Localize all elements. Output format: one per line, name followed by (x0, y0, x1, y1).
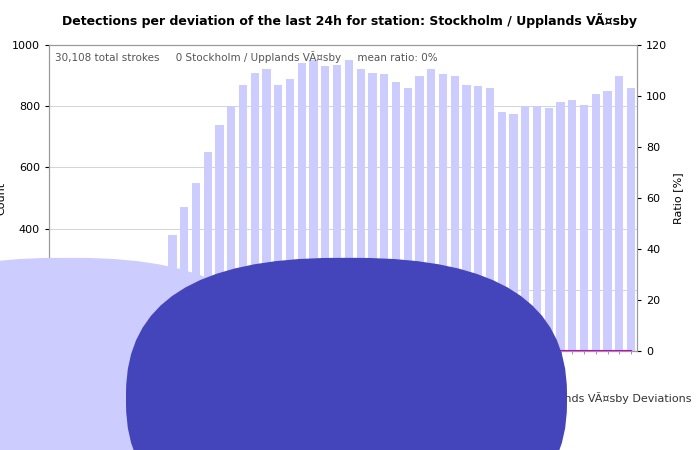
Bar (474, 86, 482, 351)
Bar (216, 125, 223, 351)
Bar (380, 74, 389, 351)
Bar (427, 69, 435, 351)
Bar (451, 76, 458, 351)
Bar (192, 183, 200, 351)
Bar (368, 72, 377, 351)
Bar (74, 350, 83, 351)
Bar (286, 79, 294, 351)
Bar (204, 152, 212, 351)
Bar (545, 108, 553, 351)
Bar (239, 85, 247, 351)
Bar (356, 69, 365, 351)
Bar (262, 69, 271, 351)
Bar (439, 74, 447, 351)
Text: www.lightningmaps.org: www.lightningmaps.org (7, 436, 122, 446)
Bar (404, 88, 412, 351)
Bar (180, 207, 188, 351)
Text: Deviation: Deviation (84, 393, 137, 403)
Text: Percentage station Stockholm / Upplands VÃ¤sby: Percentage station Stockholm / Upplands … (88, 415, 362, 427)
Bar (333, 65, 341, 351)
Bar (510, 114, 517, 351)
Bar (498, 112, 506, 351)
Bar (110, 350, 118, 351)
Bar (309, 60, 318, 351)
Bar (627, 88, 635, 351)
Bar (463, 85, 470, 351)
Y-axis label: Ratio [%]: Ratio [%] (673, 172, 682, 224)
Bar (274, 85, 282, 351)
Bar (228, 106, 235, 351)
Y-axis label: Count: Count (0, 181, 6, 215)
Bar (98, 327, 106, 351)
Bar (321, 67, 330, 351)
Bar (62, 350, 71, 351)
Text: Detections per deviation of the last 24h for station: Stockholm / Upplands VÃ¤sb: Detections per deviation of the last 24h… (62, 14, 638, 28)
Bar (251, 72, 259, 351)
Bar (51, 339, 59, 351)
Bar (486, 88, 494, 351)
Bar (615, 76, 624, 351)
Bar (133, 302, 141, 351)
Bar (145, 350, 153, 351)
Bar (568, 100, 576, 351)
Bar (580, 105, 588, 351)
Bar (157, 274, 164, 351)
Bar (522, 106, 529, 351)
Bar (392, 82, 400, 351)
Bar (603, 91, 612, 351)
Text: 30,108 total strokes     0 Stockholm / Upplands VÃ¤sby     mean ratio: 0%: 30,108 total strokes 0 Stockholm / Uppla… (55, 51, 438, 63)
Bar (345, 60, 353, 351)
Bar (415, 76, 424, 351)
Bar (298, 63, 306, 351)
Bar (556, 102, 565, 351)
Bar (169, 235, 176, 351)
Bar (121, 350, 130, 351)
Bar (86, 350, 94, 351)
Bar (533, 106, 541, 351)
Bar (592, 94, 600, 351)
Text: Deviation station Stockholm / Upplands VÃ¤sby Deviations: Deviation station Stockholm / Upplands V… (364, 392, 692, 404)
